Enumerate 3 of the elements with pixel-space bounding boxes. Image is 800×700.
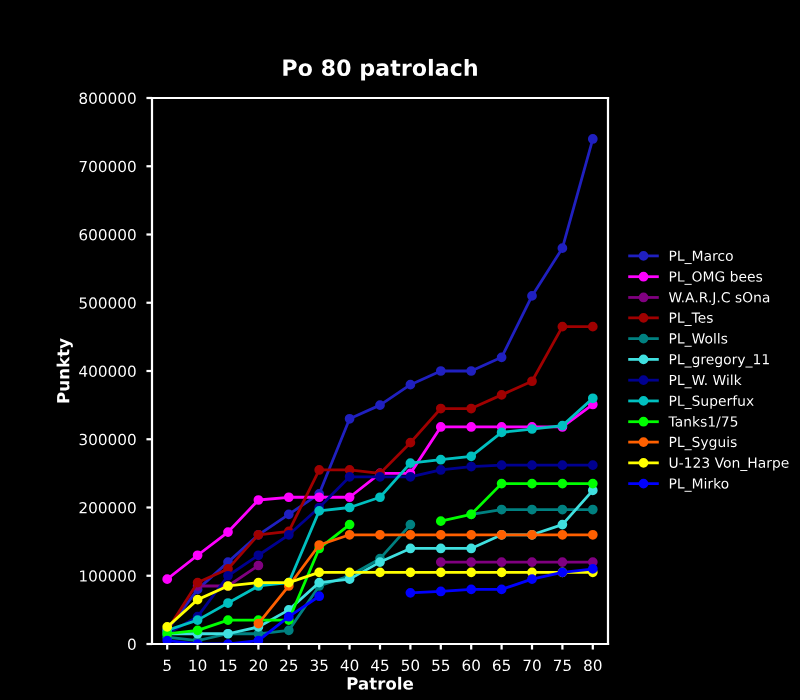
y-axis-title: Punkty <box>56 338 73 403</box>
x-axis-title: Patrole <box>347 676 414 690</box>
chart-title: Po 80 patrolach <box>283 58 477 81</box>
